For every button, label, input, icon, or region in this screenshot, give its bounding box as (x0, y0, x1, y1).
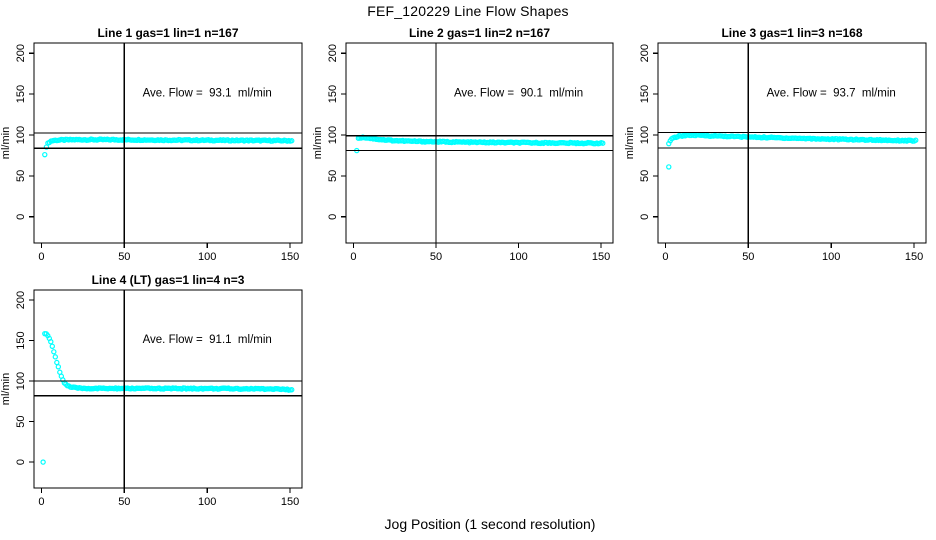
x-tick-label: 0 (350, 251, 356, 263)
x-tick-label: 0 (38, 496, 44, 508)
ave-flow-annotation: Ave. Flow = 90.1 ml/min (454, 87, 583, 99)
x-tick-label: 50 (118, 251, 130, 263)
x-tick-label: 150 (592, 251, 610, 263)
y-tick-label: 150 (327, 85, 339, 103)
panel-title: Line 1 gas=1 lin=1 n=167 (97, 26, 238, 40)
y-tick-label: 150 (15, 85, 27, 103)
y-axis-label: ml/min (312, 127, 324, 159)
y-tick-label: 200 (327, 44, 339, 62)
data-point (51, 349, 57, 355)
panel-title: Line 3 gas=1 lin=3 n=168 (721, 26, 862, 40)
panel-line-4: Line 4 (LT) gas=1 lin=4 n=3 0 50 100 150 0 50 1… (0, 273, 303, 508)
x-tick-label: 150 (281, 251, 299, 263)
y-tick-label: 100 (327, 126, 339, 144)
panel-title: Line 2 gas=1 lin=2 n=167 (409, 26, 550, 40)
data-point (600, 140, 606, 146)
x-tick-label: 150 (905, 251, 923, 263)
x-tick-label: 100 (198, 251, 216, 263)
x-tick-label: 100 (198, 496, 216, 508)
y-tick-label: 0 (15, 459, 27, 465)
page-title: FEF_120229 Line Flow Shapes (367, 3, 569, 19)
panel-line-2: Line 2 gas=1 lin=2 n=167 0 50 100 150 0 50 100 1… (312, 26, 614, 263)
ave-flow-annotation: Ave. Flow = 93.1 ml/min (143, 87, 272, 99)
y-tick-label: 100 (15, 126, 27, 144)
x-tick-label: 100 (822, 251, 840, 263)
plot-box (33, 42, 303, 244)
ave-flow-annotation: Ave. Flow = 93.7 ml/min (767, 87, 896, 99)
y-tick-label: 150 (639, 85, 651, 103)
x-tick-label: 50 (742, 251, 754, 263)
x-axis-label: Jog Position (1 second resolution) (384, 516, 596, 532)
panel-line-3: Line 3 gas=1 lin=3 n=168 0 50 100 150 0 50 100 1… (624, 26, 927, 263)
y-axis-label: ml/min (624, 127, 636, 159)
y-tick-label: 200 (639, 44, 651, 62)
data-point (289, 138, 295, 144)
y-tick-label: 0 (327, 214, 339, 220)
y-tick-label: 0 (639, 214, 651, 220)
scatter-points (40, 330, 295, 465)
x-tick-label: 50 (118, 496, 130, 508)
data-point (666, 164, 672, 170)
x-tick-label: 150 (281, 496, 299, 508)
scatter-points (354, 134, 606, 154)
x-tick-label: 50 (430, 251, 442, 263)
data-point (52, 354, 59, 360)
ave-flow-annotation: Ave. Flow = 91.1 ml/min (143, 334, 272, 346)
scatter-points (666, 132, 919, 170)
y-tick-label: 50 (327, 170, 339, 182)
y-tick-label: 100 (639, 126, 651, 144)
plot-box (657, 42, 927, 244)
y-tick-label: 50 (15, 415, 27, 427)
y-tick-label: 200 (15, 44, 27, 62)
y-tick-label: 50 (15, 170, 27, 182)
x-tick-label: 0 (38, 251, 44, 263)
y-tick-label: 0 (15, 214, 27, 220)
data-point (49, 343, 56, 349)
y-axis-label: ml/min (0, 373, 12, 405)
data-point (48, 339, 54, 345)
y-axis-label: ml/min (0, 127, 12, 159)
panel-line-1: Line 1 gas=1 lin=1 n=167 0 50 100 150 0 50 100 1… (0, 26, 303, 263)
data-point (40, 459, 46, 465)
y-tick-label: 100 (15, 372, 27, 390)
scatter-points (42, 136, 295, 158)
data-point (54, 359, 60, 366)
data-point (913, 137, 919, 143)
data-point (289, 387, 295, 393)
y-tick-label: 150 (15, 331, 27, 349)
plot-box (33, 289, 303, 489)
plot-box (345, 42, 614, 244)
panel-title: Line 4 (LT) gas=1 lin=4 n=3 (92, 273, 245, 287)
data-point (55, 364, 62, 370)
x-tick-label: 100 (509, 251, 527, 263)
y-tick-label: 50 (639, 170, 651, 182)
x-tick-label: 0 (662, 251, 668, 263)
y-tick-label: 200 (15, 291, 27, 309)
data-point (42, 151, 48, 158)
